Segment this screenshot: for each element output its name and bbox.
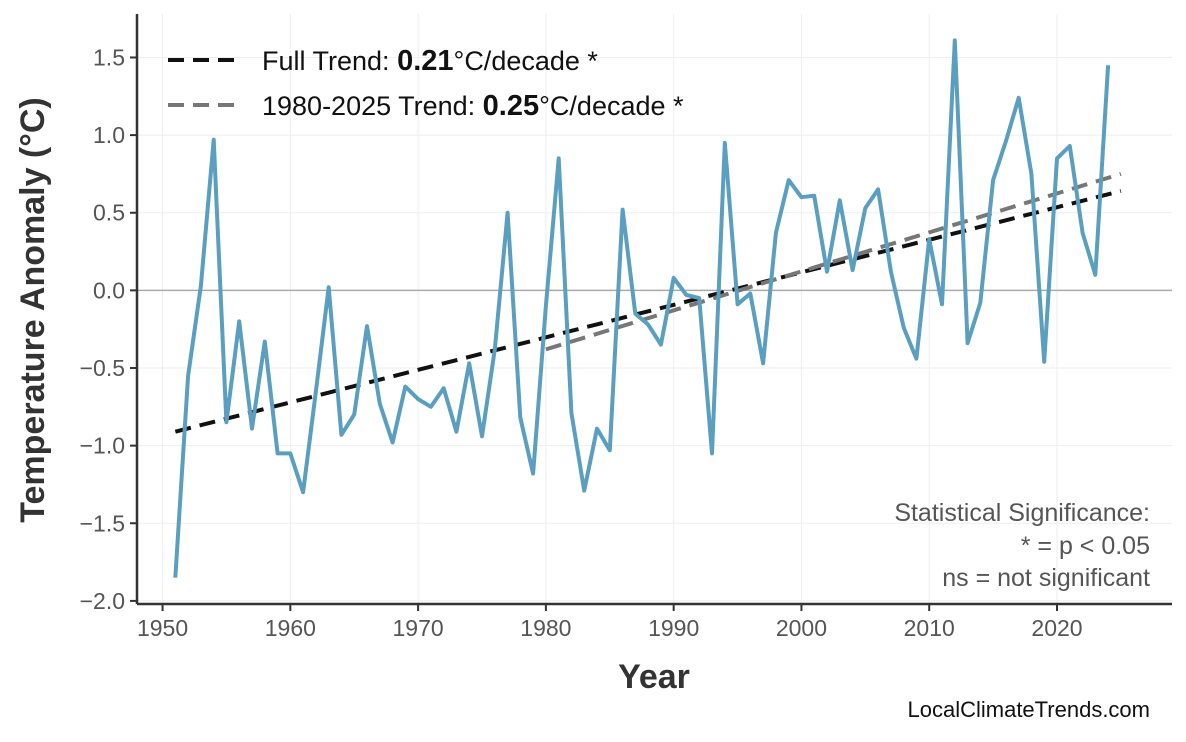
x-axis-label: Year	[618, 658, 690, 696]
y-tick-label: 1.5	[93, 44, 125, 70]
legend: Full Trend: 0.21°C/decade *1980-2025 Tre…	[168, 45, 684, 122]
legend-label: 1980-2025 Trend: 0.25°C/decade *	[262, 90, 684, 122]
y-tick-label: 0.5	[93, 200, 125, 226]
x-tick-label: 2010	[904, 615, 955, 641]
y-tick-label: −1.0	[80, 433, 125, 459]
significance-ns: ns = not significant	[942, 564, 1150, 592]
legend-trend-value: 0.21	[397, 45, 453, 77]
x-tick-label: 1960	[265, 615, 316, 641]
x-tick-label: 2000	[776, 615, 827, 641]
significance-star: * = p < 0.05	[1021, 532, 1150, 560]
y-tick-label: −2.0	[80, 588, 125, 614]
x-tick-label: 1950	[137, 615, 188, 641]
legend-label-prefix: 1980-2025 Trend:	[262, 91, 483, 121]
legend-label-suffix: °C/decade *	[454, 46, 599, 76]
x-tick-label: 1970	[393, 615, 444, 641]
y-tick-label: −1.5	[80, 510, 125, 536]
x-tick-label: 2020	[1031, 615, 1082, 641]
y-tick-label: 1.0	[93, 122, 125, 148]
x-tick-label: 1980	[520, 615, 571, 641]
legend-label-prefix: Full Trend:	[262, 46, 397, 76]
y-axis-label: Temperature Anomaly (°C)	[14, 97, 52, 522]
legend-label-suffix: °C/decade *	[539, 91, 684, 121]
legend-label: Full Trend: 0.21°C/decade *	[262, 45, 598, 77]
x-tick-label: 1990	[648, 615, 699, 641]
legend-trend-value: 0.25	[483, 90, 539, 122]
y-tick-label: 0.0	[93, 277, 125, 303]
y-tick-label: −0.5	[80, 355, 125, 381]
significance-title: Statistical Significance:	[894, 499, 1150, 527]
credit-text: LocalClimateTrends.com	[908, 697, 1151, 722]
